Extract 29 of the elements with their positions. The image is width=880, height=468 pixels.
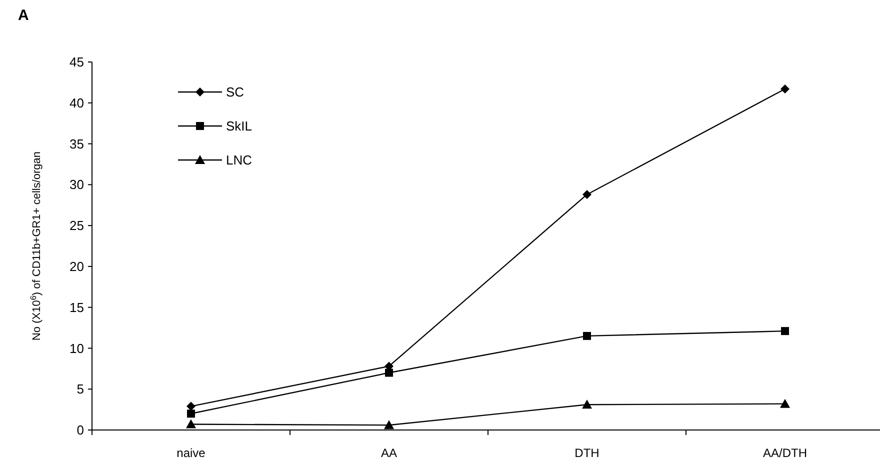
point [187,410,195,418]
chart-title: A [18,7,29,24]
legend-label: SkIL [226,118,252,134]
legend-label: LNC [226,152,252,168]
y-tick-label: 25 [70,218,84,234]
point [186,419,196,428]
y-tick-label: 10 [70,340,84,356]
y-tick-label: 30 [70,177,84,192]
x-tick-label: naive [176,446,206,460]
point [582,400,592,409]
x-tick-label: DTH [574,446,600,460]
point [385,368,393,377]
point [186,402,196,411]
point [780,398,790,408]
point [780,84,790,94]
y-tick-label: 20 [70,258,84,274]
y-tick-label: 5 [76,382,84,397]
legend-label: SC [226,84,244,100]
x-tick-label: AA [380,446,398,460]
y-tick-label: 40 [70,95,84,110]
point [583,332,591,340]
x-tick-label: AA/DTH [762,446,808,460]
point [384,420,394,430]
point [582,190,592,199]
y-tick-label: 15 [70,300,84,315]
y-tick-label: 0 [76,422,84,438]
y-tick-label: 45 [70,54,84,70]
y-tick-label: 35 [70,136,84,152]
point [781,327,789,336]
